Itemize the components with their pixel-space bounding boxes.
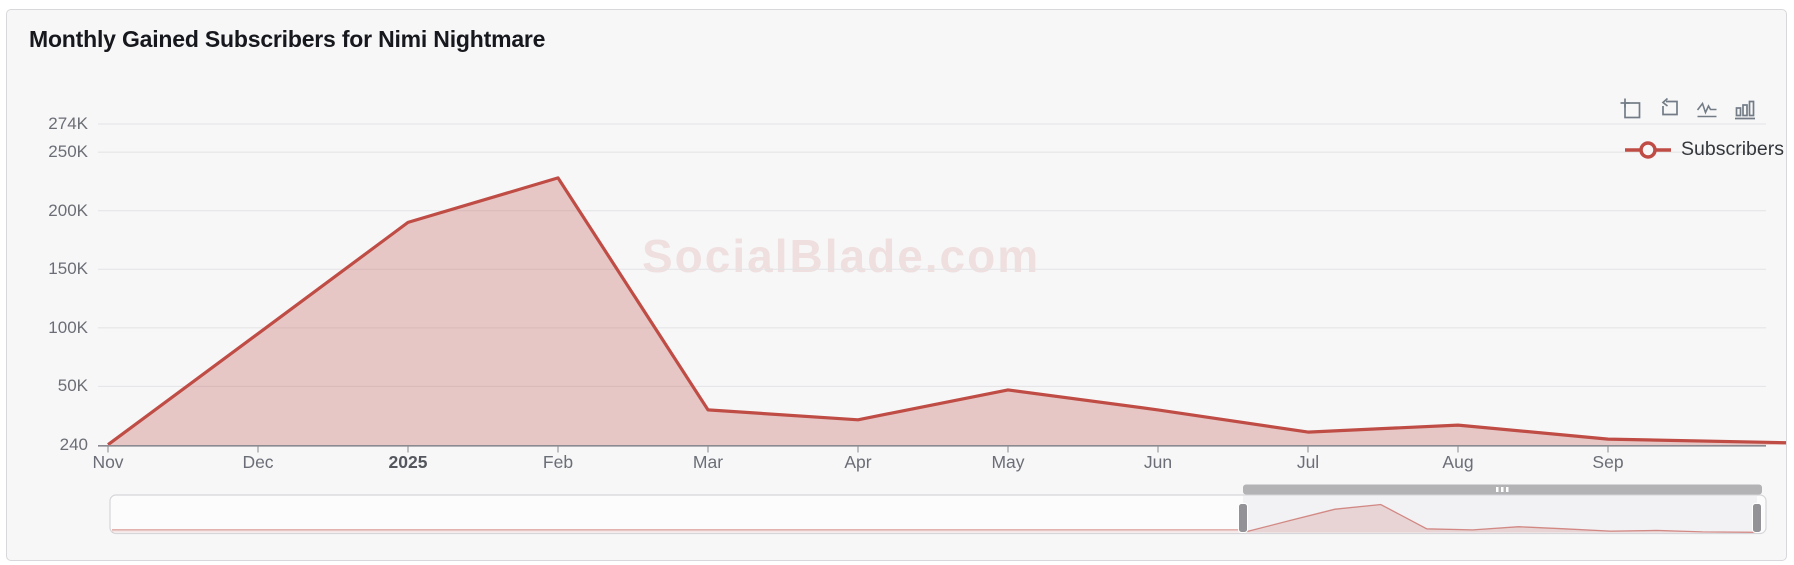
y-axis-label: 50K (57, 376, 88, 396)
brush-grip-dot (1496, 487, 1499, 492)
selection-zoom-icon[interactable] (1619, 97, 1643, 121)
brush-handle-right[interactable] (1752, 503, 1762, 533)
x-axis-label: Mar (692, 452, 724, 472)
chart-toolbar (1619, 97, 1757, 121)
y-axis-label: 200K (48, 200, 88, 220)
chart-title: Monthly Gained Subscribers for Nimi Nigh… (29, 26, 546, 52)
y-axis-label: 240 (59, 434, 88, 454)
subscribers-series[interactable] (107, 176, 1787, 446)
x-axis-label: Sep (1592, 452, 1624, 472)
brush-range-selector[interactable] (109, 484, 1767, 535)
x-axis-label: Feb (542, 452, 574, 472)
legend-marker-icon (1625, 140, 1672, 159)
brush-mini-line (1242, 503, 1758, 534)
x-axis-label: Apr (844, 452, 872, 472)
brush-history-area (112, 529, 1243, 533)
y-axis-label: 150K (48, 259, 88, 279)
x-axis-label: Jun (1143, 452, 1173, 472)
watermark: SocialBlade.com (642, 230, 1041, 282)
x-axis-label: May (991, 452, 1025, 472)
brush-handle-left[interactable] (1238, 503, 1248, 533)
x-axis (98, 444, 1766, 453)
gridlines (98, 123, 1766, 387)
bar-chart-toggle-icon[interactable] (1733, 97, 1757, 121)
series-line (107, 176, 1787, 446)
x-axis-label: Aug (1442, 452, 1474, 472)
brush-grip-dot (1506, 487, 1509, 492)
legend-label: Subscribers (1681, 138, 1784, 160)
reset-zoom-icon[interactable] (1657, 97, 1681, 121)
x-axis-label: 2025 (388, 452, 428, 472)
brush-grip-dot (1501, 487, 1504, 492)
x-axis-label: Jul (1296, 452, 1320, 472)
legend-item-subscribers[interactable]: Subscribers (1624, 138, 1784, 161)
series-area (108, 177, 1786, 445)
brush-mini-area (1243, 504, 1757, 533)
x-axis-label: Dec (242, 452, 274, 472)
x-axis-label: Nov (92, 452, 124, 472)
line-chart-toggle-icon[interactable] (1695, 97, 1719, 121)
y-axis-label: 100K (48, 317, 88, 337)
brush-selection-window[interactable] (1243, 495, 1757, 534)
chart-card (6, 9, 1787, 561)
y-axis-label: 250K (48, 142, 88, 162)
y-axis-label: 274K (48, 114, 88, 133)
